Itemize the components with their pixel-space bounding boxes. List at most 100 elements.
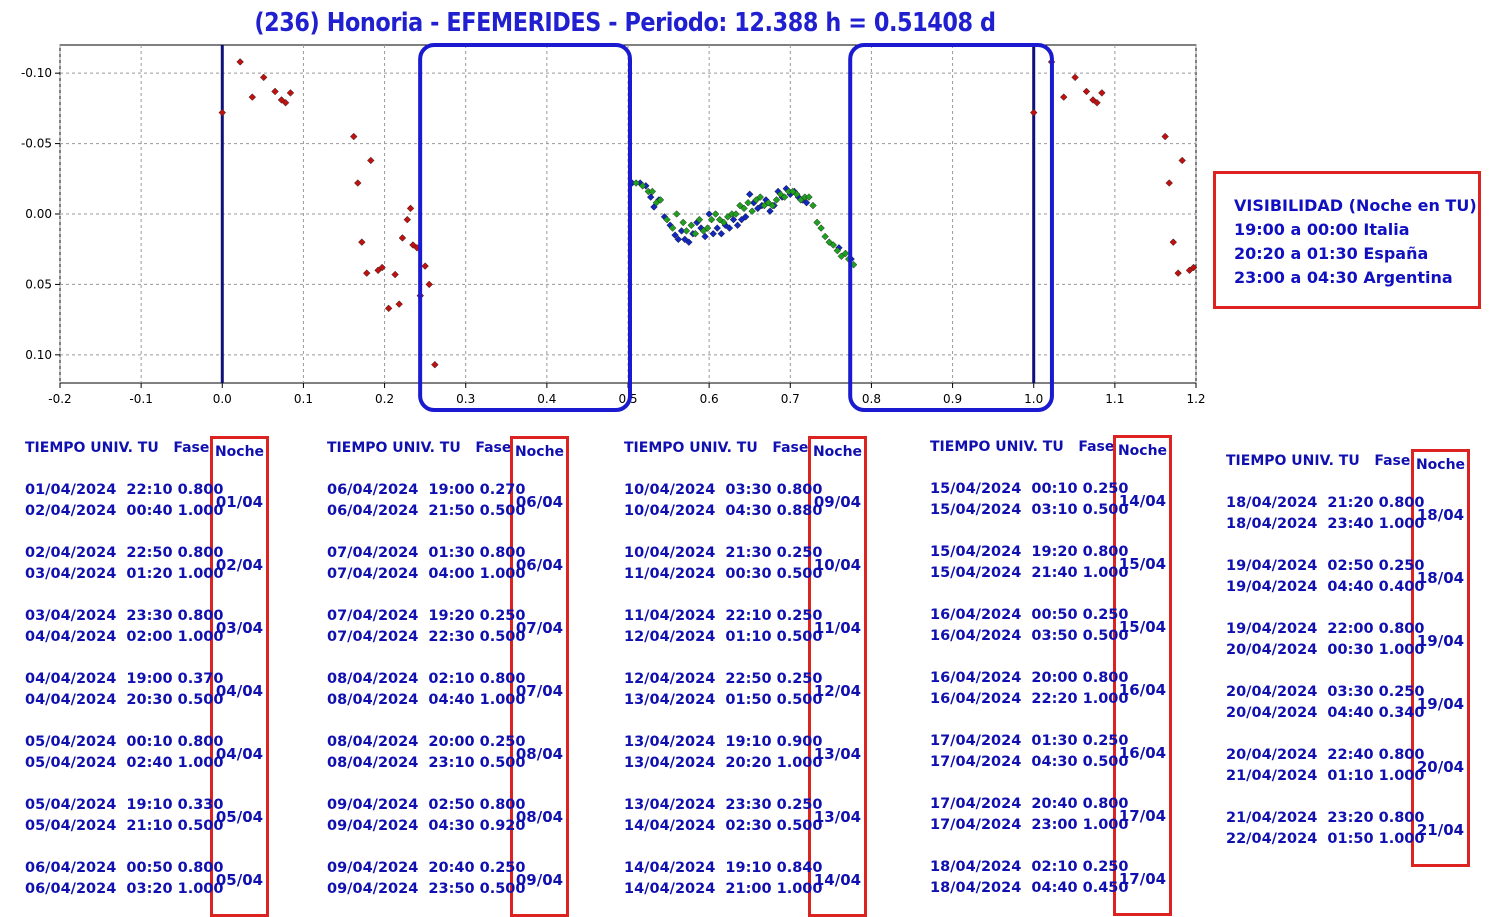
data-point-red: [1165, 179, 1173, 187]
ephemeris-row: 07/04/2024 19:20 0.250 07/04/2024 22:30 0…: [327, 606, 525, 648]
data-point-red: [391, 270, 399, 279]
data-point-blue: [717, 229, 726, 238]
ephemeris-start: 13/04/2024 19:10 0.900: [624, 734, 823, 750]
data-point-red: [1059, 93, 1068, 101]
data-point-blue: [745, 190, 754, 199]
ephemeris-end: 04/04/2024 02:00 1.000: [25, 629, 224, 645]
ephemeris-start: 06/04/2024 19:00 0.270: [327, 482, 526, 498]
data-point-green: [829, 241, 838, 249]
data-point-red: [259, 73, 268, 82]
data-point-green: [776, 190, 785, 199]
noche-header: Noche: [1415, 457, 1466, 473]
data-point-green: [748, 207, 756, 215]
noche-value: 10/04: [813, 556, 862, 574]
noche-header: Noche: [1117, 443, 1168, 459]
ephemeris-row: 09/04/2024 02:50 0.800 09/04/2024 04:30 0…: [327, 795, 525, 837]
table-header-tu-fase: TIEMPO UNIV. TU Fase: [25, 440, 210, 456]
ephemeris-row: 20/04/2024 03:30 0.250 20/04/2024 04:40 0…: [1226, 682, 1424, 724]
data-point-green: [788, 187, 797, 196]
ephemeris-end: 11/04/2024 00:30 0.500: [624, 566, 823, 582]
ephemeris-end: 17/04/2024 04:30 0.500: [930, 754, 1129, 770]
data-point-green: [707, 215, 716, 224]
ephemeris-start: 09/04/2024 20:40 0.250: [327, 860, 526, 876]
noche-value: 17/04: [1118, 870, 1167, 888]
data-point-blue: [741, 213, 750, 221]
ephemeris-end: 08/04/2024 23:10 0.500: [327, 755, 526, 771]
data-point-green: [687, 221, 696, 230]
ephemeris-row: 17/04/2024 20:40 0.800 17/04/2024 23:00 1…: [930, 794, 1128, 836]
noche-value: 08/04: [515, 808, 564, 826]
phase-window-box: [848, 43, 1054, 412]
data-point-red: [236, 58, 244, 66]
data-point-green: [672, 210, 681, 218]
x-tick-label: 0.0: [213, 392, 232, 406]
data-point-red: [1093, 98, 1101, 107]
ephemeris-start: 08/04/2024 02:10 0.800: [327, 671, 526, 687]
ephemeris-end: 09/04/2024 23:50 0.500: [327, 881, 526, 897]
noche-value: 03/04: [215, 619, 264, 637]
ephemeris-end: 13/04/2024 20:20 1.000: [624, 755, 823, 771]
data-point-red: [431, 360, 439, 369]
ephemeris-row: 15/04/2024 00:10 0.250 15/04/2024 03:10 0…: [930, 479, 1128, 521]
noche-header: Noche: [514, 444, 565, 460]
data-point-red: [378, 263, 386, 272]
ephemeris-row: 18/04/2024 02:10 0.250 18/04/2024 04:40 0…: [930, 857, 1128, 899]
data-point-blue: [729, 215, 738, 224]
ephemeris-start: 16/04/2024 00:50 0.250: [930, 607, 1129, 623]
data-point-red: [1169, 238, 1178, 246]
noche-value: 19/04: [1416, 695, 1465, 713]
ephemeris-start: 01/04/2024 22:10 0.800: [25, 482, 224, 498]
y-tick-label: -0.10: [21, 66, 52, 80]
phase-window-box: [418, 43, 632, 412]
table-header-tu-fase: TIEMPO UNIV. TU Fase: [624, 440, 809, 456]
data-point-red: [1161, 132, 1169, 141]
ephemeris-end: 10/04/2024 04:30 0.880: [624, 503, 823, 519]
x-tick-label: 1.2: [1186, 392, 1205, 406]
data-point-green: [711, 210, 720, 218]
data-point-green: [691, 229, 700, 238]
ephemeris-end: 16/04/2024 03:50 0.500: [930, 628, 1129, 644]
noche-value: 02/04: [215, 556, 264, 574]
noche-value: 19/04: [1416, 632, 1465, 650]
noche-value: 16/04: [1118, 681, 1167, 699]
visibility-espana: 20:20 a 01:30 España: [1234, 244, 1429, 263]
data-point-green: [668, 224, 677, 232]
ephemeris-end: 14/04/2024 21:00 1.000: [624, 881, 823, 897]
data-point-red: [384, 304, 393, 313]
data-point-red: [406, 204, 415, 213]
ephemeris-end: 04/04/2024 20:30 0.500: [25, 692, 224, 708]
ephemeris-start: 17/04/2024 01:30 0.250: [930, 733, 1129, 749]
data-point-green: [793, 190, 801, 199]
ephemeris-row: 18/04/2024 21:20 0.800 18/04/2024 23:40 1…: [1226, 493, 1424, 535]
noche-column-box: Noche 01/04 02/04 03/04 04/04 04/04 05/04 05/04: [210, 436, 269, 917]
data-point-green: [682, 227, 691, 235]
data-point-red: [358, 238, 366, 246]
data-point-green: [772, 196, 781, 204]
ephemeris-start: 12/04/2024 22:50 0.250: [624, 671, 823, 687]
noche-value: 12/04: [813, 682, 862, 700]
noche-value: 07/04: [515, 619, 564, 637]
data-point-red: [1089, 96, 1097, 104]
ephemeris-start: 14/04/2024 19:10 0.840: [624, 860, 823, 876]
data-point-green: [821, 232, 829, 241]
data-point-red: [367, 156, 375, 165]
visibility-italia: 19:00 a 00:00 Italia: [1234, 220, 1410, 239]
ephemeris-end: 14/04/2024 02:30 0.500: [624, 818, 823, 834]
noche-value: 04/04: [215, 745, 264, 763]
visibility-box: VISIBILIDAD (Noche en TU) 19:00 a 00:00 …: [1213, 171, 1481, 309]
data-point-green: [744, 198, 752, 207]
ephemeris-start: 17/04/2024 20:40 0.800: [930, 796, 1129, 812]
noche-value: 05/04: [215, 808, 264, 826]
data-point-red: [354, 179, 362, 187]
ephemeris-row: 06/04/2024 19:00 0.270 06/04/2024 21:50 0…: [327, 480, 525, 522]
x-tick-label: 1.1: [1105, 392, 1124, 406]
ephemeris-end: 16/04/2024 22:20 1.000: [930, 691, 1129, 707]
ephemeris-end: 02/04/2024 00:40 1.000: [25, 503, 224, 519]
data-point-blue: [725, 224, 734, 232]
ephemeris-start: 02/04/2024 22:50 0.800: [25, 545, 224, 561]
ephemeris-end: 07/04/2024 22:30 0.500: [327, 629, 526, 645]
ephemeris-start: 06/04/2024 00:50 0.800: [25, 860, 224, 876]
data-point-green: [648, 187, 657, 196]
x-tick-label: 0.3: [456, 392, 475, 406]
data-point-red: [421, 262, 429, 270]
